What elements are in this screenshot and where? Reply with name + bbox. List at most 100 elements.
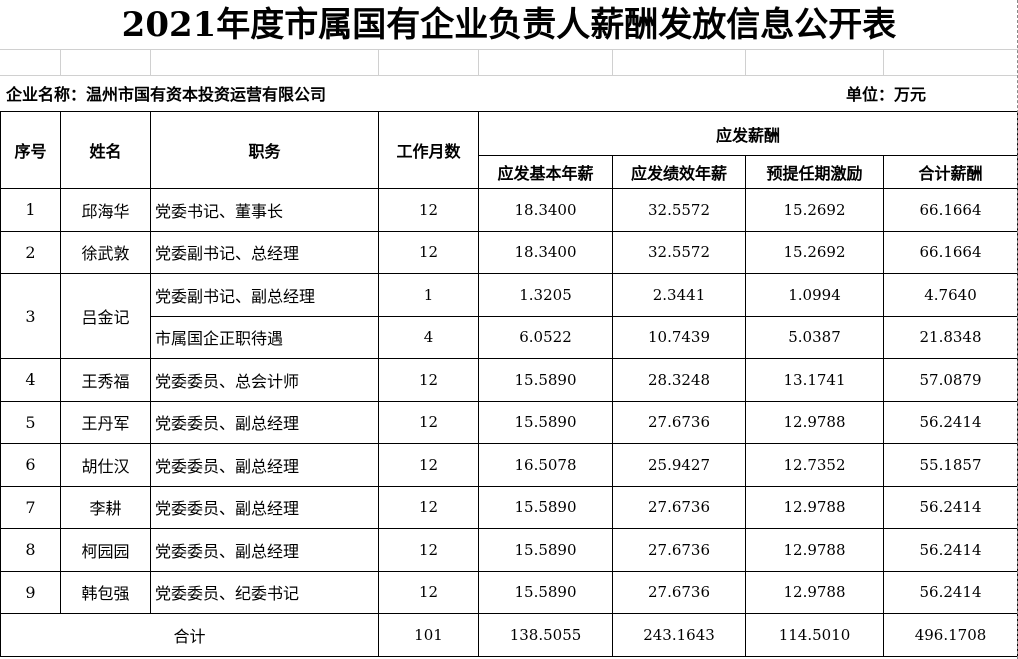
position-cell: 党委委员、纪委书记 (150, 570, 379, 614)
basic-cell: 6.0522 (478, 315, 613, 359)
months-cell: 12 (378, 528, 479, 572)
totals-row: 合计 101 138.5055 243.1643 114.5010 496.1708 (0, 613, 1018, 657)
table-row: 1 邱海华 党委书记、董事长 12 18.3400 32.5572 15.2692 66.16… (0, 188, 1018, 232)
table-row: 市属国企正职待遇 4 6.0522 10.7439 5.0387 21.8348 (1, 315, 1018, 359)
table-row: 3 吕金记 党委副书记、副总经理 1 1.3205 2.3441 1.0994 4.7640 (0, 273, 1018, 359)
table-row: 4 王秀福 党委委员、总会计师 12 15.5890 28.3248 13.1741 57.0… (0, 358, 1018, 402)
position-cell: 党委副书记、副总经理 (150, 273, 379, 317)
months-cell: 12 (378, 358, 479, 402)
position-cell: 市属国企正职待遇 (150, 315, 379, 359)
position-cell: 党委委员、总会计师 (150, 358, 379, 402)
performance-cell: 28.3248 (612, 358, 746, 402)
seq-cell: 5 (0, 400, 61, 444)
name-cell: 韩包强 (60, 570, 151, 614)
seq-cell: 3 (0, 273, 61, 359)
totals-label: 合计 (0, 613, 379, 657)
incentive-cell: 15.2692 (745, 188, 884, 232)
header-basic: 应发基本年薪 (478, 155, 613, 189)
page-title: 2021年度市属国有企业负责人薪酬发放信息公开表 (0, 0, 1018, 50)
total-cell: 56.2414 (883, 570, 1018, 614)
performance-cell: 27.6736 (612, 528, 746, 572)
position-cell: 党委委员、副总经理 (150, 400, 379, 444)
months-cell: 12 (378, 400, 479, 444)
header-performance: 应发绩效年薪 (612, 155, 746, 189)
header-seq: 序号 (0, 111, 61, 189)
seq-cell: 6 (0, 443, 61, 487)
name-cell: 徐武敦 (60, 230, 151, 274)
performance-cell: 27.6736 (612, 570, 746, 614)
incentive-cell: 12.9788 (745, 485, 884, 529)
seq-cell: 9 (0, 570, 61, 614)
totals-total: 496.1708 (883, 613, 1018, 657)
header-position: 职务 (150, 111, 379, 189)
position-cell: 党委委员、副总经理 (150, 528, 379, 572)
basic-cell: 15.5890 (478, 400, 613, 444)
table-row: 5 王丹军 党委委员、副总经理 12 15.5890 27.6736 12.9788 56.2… (0, 400, 1018, 444)
table-row: 7 李耕 党委委员、副总经理 12 15.5890 27.6736 12.9788 56.24… (0, 485, 1018, 529)
totals-basic: 138.5055 (478, 613, 613, 657)
performance-cell: 10.7439 (612, 315, 746, 359)
incentive-cell: 13.1741 (745, 358, 884, 402)
seq-cell: 2 (0, 230, 61, 274)
performance-cell: 27.6736 (612, 400, 746, 444)
incentive-cell: 12.9788 (745, 528, 884, 572)
header-incentive: 预提任期激励 (745, 155, 884, 189)
incentive-cell: 15.2692 (745, 230, 884, 274)
performance-cell: 32.5572 (612, 188, 746, 232)
table-row: 6 胡仕汉 党委委员、副总经理 12 16.5078 25.9427 12.7352 55.1… (0, 443, 1018, 487)
total-cell: 56.2414 (883, 528, 1018, 572)
position-cell: 党委书记、董事长 (150, 188, 379, 232)
total-cell: 56.2414 (883, 485, 1018, 529)
total-cell: 66.1664 (883, 188, 1018, 232)
table-row: 8 柯园园 党委委员、副总经理 12 15.5890 27.6736 12.9788 56.2… (0, 528, 1018, 572)
months-cell: 12 (378, 485, 479, 529)
seq-cell: 4 (0, 358, 61, 402)
incentive-cell: 1.0994 (745, 273, 884, 317)
header-total: 合计薪酬 (883, 155, 1018, 189)
totals-incentive: 114.5010 (745, 613, 884, 657)
position-cell: 党委委员、副总经理 (150, 485, 379, 529)
name-cell: 胡仕汉 (60, 443, 151, 487)
months-cell: 1 (378, 273, 479, 317)
incentive-cell: 12.9788 (745, 570, 884, 614)
basic-cell: 18.3400 (478, 230, 613, 274)
totals-months: 101 (378, 613, 479, 657)
header-name: 姓名 (60, 111, 151, 189)
name-cell: 邱海华 (60, 188, 151, 232)
performance-cell: 25.9427 (612, 443, 746, 487)
basic-cell: 18.3400 (478, 188, 613, 232)
name-cell: 王秀福 (60, 358, 151, 402)
blank-row (0, 50, 1018, 76)
totals-performance: 243.1643 (612, 613, 746, 657)
salary-table: 序号 姓名 职务 工作月数 应发薪酬 应发基本年薪 应发绩效年薪 预提任期激励 … (0, 111, 1018, 657)
months-cell: 12 (378, 443, 479, 487)
name-cell: 柯园园 (60, 528, 151, 572)
basic-cell: 1.3205 (478, 273, 613, 317)
seq-cell: 7 (0, 485, 61, 529)
total-cell: 55.1857 (883, 443, 1018, 487)
incentive-cell: 12.7352 (745, 443, 884, 487)
total-cell: 56.2414 (883, 400, 1018, 444)
basic-cell: 16.5078 (478, 443, 613, 487)
total-cell: 4.7640 (883, 273, 1018, 317)
position-cell: 党委副书记、总经理 (150, 230, 379, 274)
unit-label: 单位：万元 (846, 85, 927, 104)
name-cell: 李耕 (60, 485, 151, 529)
header-pay-group: 应发薪酬 (478, 111, 1018, 156)
incentive-cell: 5.0387 (745, 315, 884, 359)
total-cell: 57.0879 (883, 358, 1018, 402)
months-cell: 12 (378, 230, 479, 274)
position-cell: 党委委员、副总经理 (150, 443, 379, 487)
seq-cell: 1 (0, 188, 61, 232)
seq-cell: 8 (0, 528, 61, 572)
performance-cell: 2.3441 (612, 273, 746, 317)
name-cell: 吕金记 (60, 273, 151, 359)
months-cell: 4 (378, 315, 479, 359)
total-cell: 66.1664 (883, 230, 1018, 274)
basic-cell: 15.5890 (478, 570, 613, 614)
header-months: 工作月数 (378, 111, 479, 189)
table-row: 2 徐武敦 党委副书记、总经理 12 18.3400 32.5572 15.2692 66.1… (0, 230, 1018, 274)
company-name: 企业名称：温州市国有资本投资运营有限公司 (6, 85, 327, 104)
basic-cell: 15.5890 (478, 485, 613, 529)
basic-cell: 15.5890 (478, 528, 613, 572)
